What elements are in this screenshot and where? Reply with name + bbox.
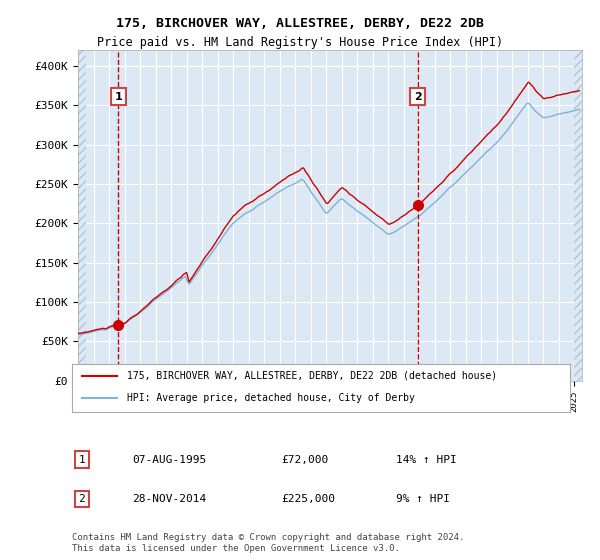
Text: £225,000: £225,000: [281, 494, 335, 504]
Text: 1: 1: [115, 92, 122, 102]
Text: 14% ↑ HPI: 14% ↑ HPI: [396, 455, 457, 465]
Text: 28-NOV-2014: 28-NOV-2014: [132, 494, 206, 504]
Text: 07-AUG-1995: 07-AUG-1995: [132, 455, 206, 465]
Text: 1: 1: [79, 455, 85, 465]
Text: 175, BIRCHOVER WAY, ALLESTREE, DERBY, DE22 2DB (detached house): 175, BIRCHOVER WAY, ALLESTREE, DERBY, DE…: [127, 371, 497, 381]
Text: HPI: Average price, detached house, City of Derby: HPI: Average price, detached house, City…: [127, 393, 415, 403]
Text: Contains HM Land Registry data © Crown copyright and database right 2024.
This d: Contains HM Land Registry data © Crown c…: [72, 533, 464, 553]
Text: £72,000: £72,000: [281, 455, 328, 465]
Text: 2: 2: [414, 92, 421, 102]
Text: Price paid vs. HM Land Registry's House Price Index (HPI): Price paid vs. HM Land Registry's House …: [97, 36, 503, 49]
Text: 175, BIRCHOVER WAY, ALLESTREE, DERBY, DE22 2DB: 175, BIRCHOVER WAY, ALLESTREE, DERBY, DE…: [116, 17, 484, 30]
Text: 9% ↑ HPI: 9% ↑ HPI: [396, 494, 450, 504]
Text: 2: 2: [79, 494, 85, 504]
